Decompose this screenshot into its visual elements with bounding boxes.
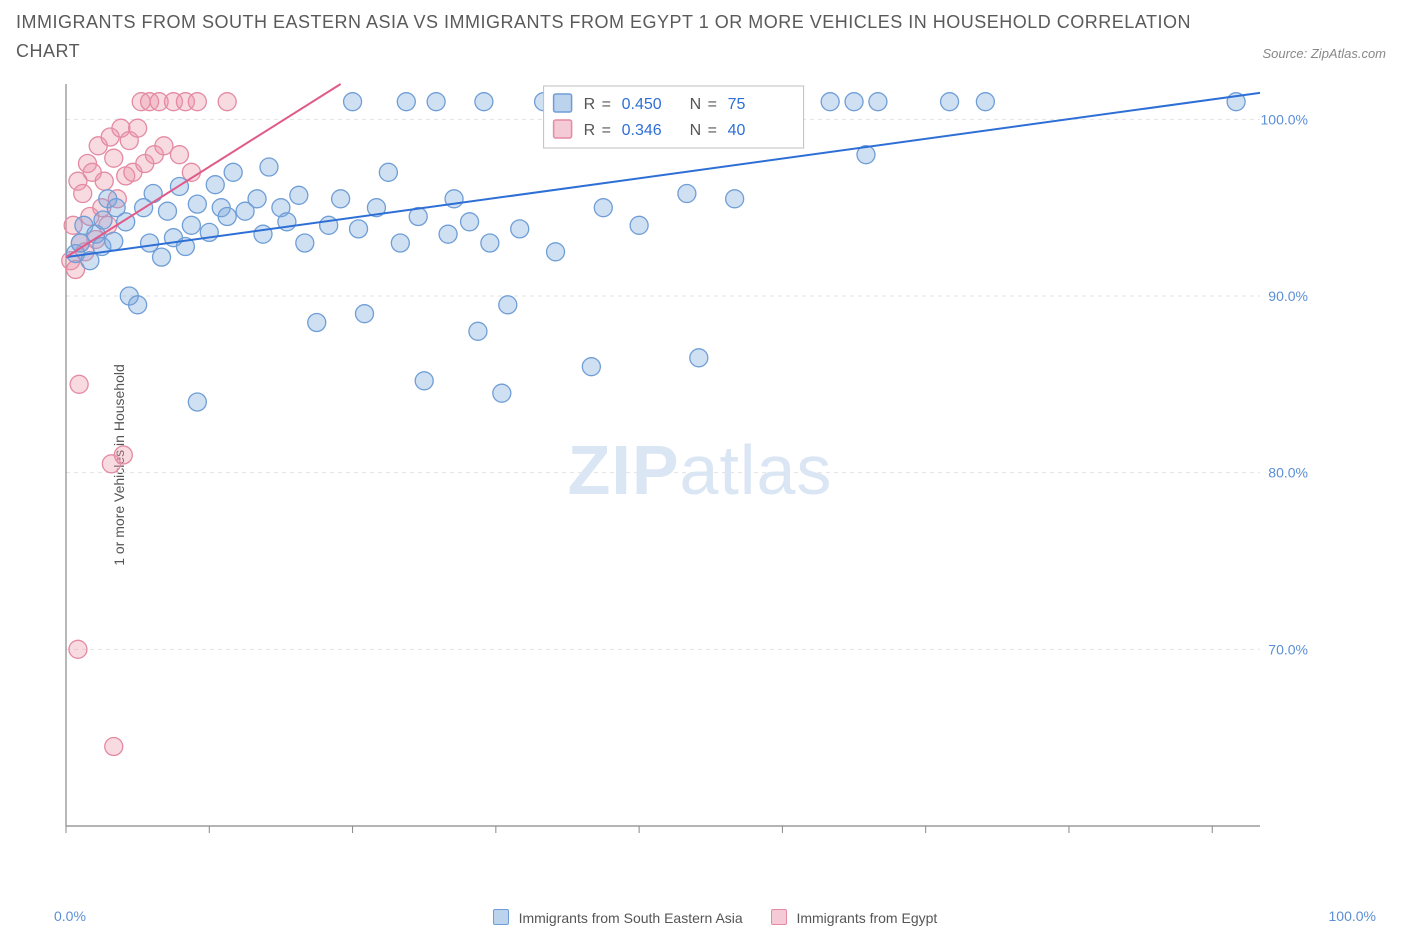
svg-text:=: = (602, 122, 611, 139)
svg-text:90.0%: 90.0% (1268, 288, 1308, 304)
svg-text:70.0%: 70.0% (1268, 641, 1308, 657)
svg-text:=: = (708, 122, 717, 139)
legend-swatch-sea (493, 909, 509, 925)
source-credit: Source: ZipAtlas.com (1262, 46, 1386, 61)
svg-text:R: R (584, 96, 596, 113)
svg-text:0.450: 0.450 (622, 96, 662, 113)
chart-title: IMMIGRANTS FROM SOUTH EASTERN ASIA VS IM… (16, 8, 1256, 66)
legend-label-sea: Immigrants from South Eastern Asia (519, 910, 743, 926)
svg-text:80.0%: 80.0% (1268, 465, 1308, 481)
svg-text:N: N (690, 96, 702, 113)
svg-text:=: = (708, 96, 717, 113)
bottom-legend: Immigrants from South Eastern Asia Immig… (0, 909, 1406, 926)
chart-svg: 70.0% 80.0% 90.0% 100.0% R = 0.450 N = 75 R = 0.346 N… (60, 80, 1340, 860)
chart-plot-area: 70.0% 80.0% 90.0% 100.0% R = 0.450 N = 75 R = 0.346 N… (60, 80, 1340, 860)
legend-swatch-egypt (771, 909, 787, 925)
legend-label-egypt: Immigrants from Egypt (796, 910, 937, 926)
svg-text:75: 75 (728, 96, 746, 113)
svg-text:N: N (690, 122, 702, 139)
svg-text:=: = (602, 96, 611, 113)
svg-text:40: 40 (728, 122, 746, 139)
svg-text:R: R (584, 122, 596, 139)
svg-text:100.0%: 100.0% (1261, 111, 1308, 127)
svg-text:0.346: 0.346 (622, 122, 662, 139)
